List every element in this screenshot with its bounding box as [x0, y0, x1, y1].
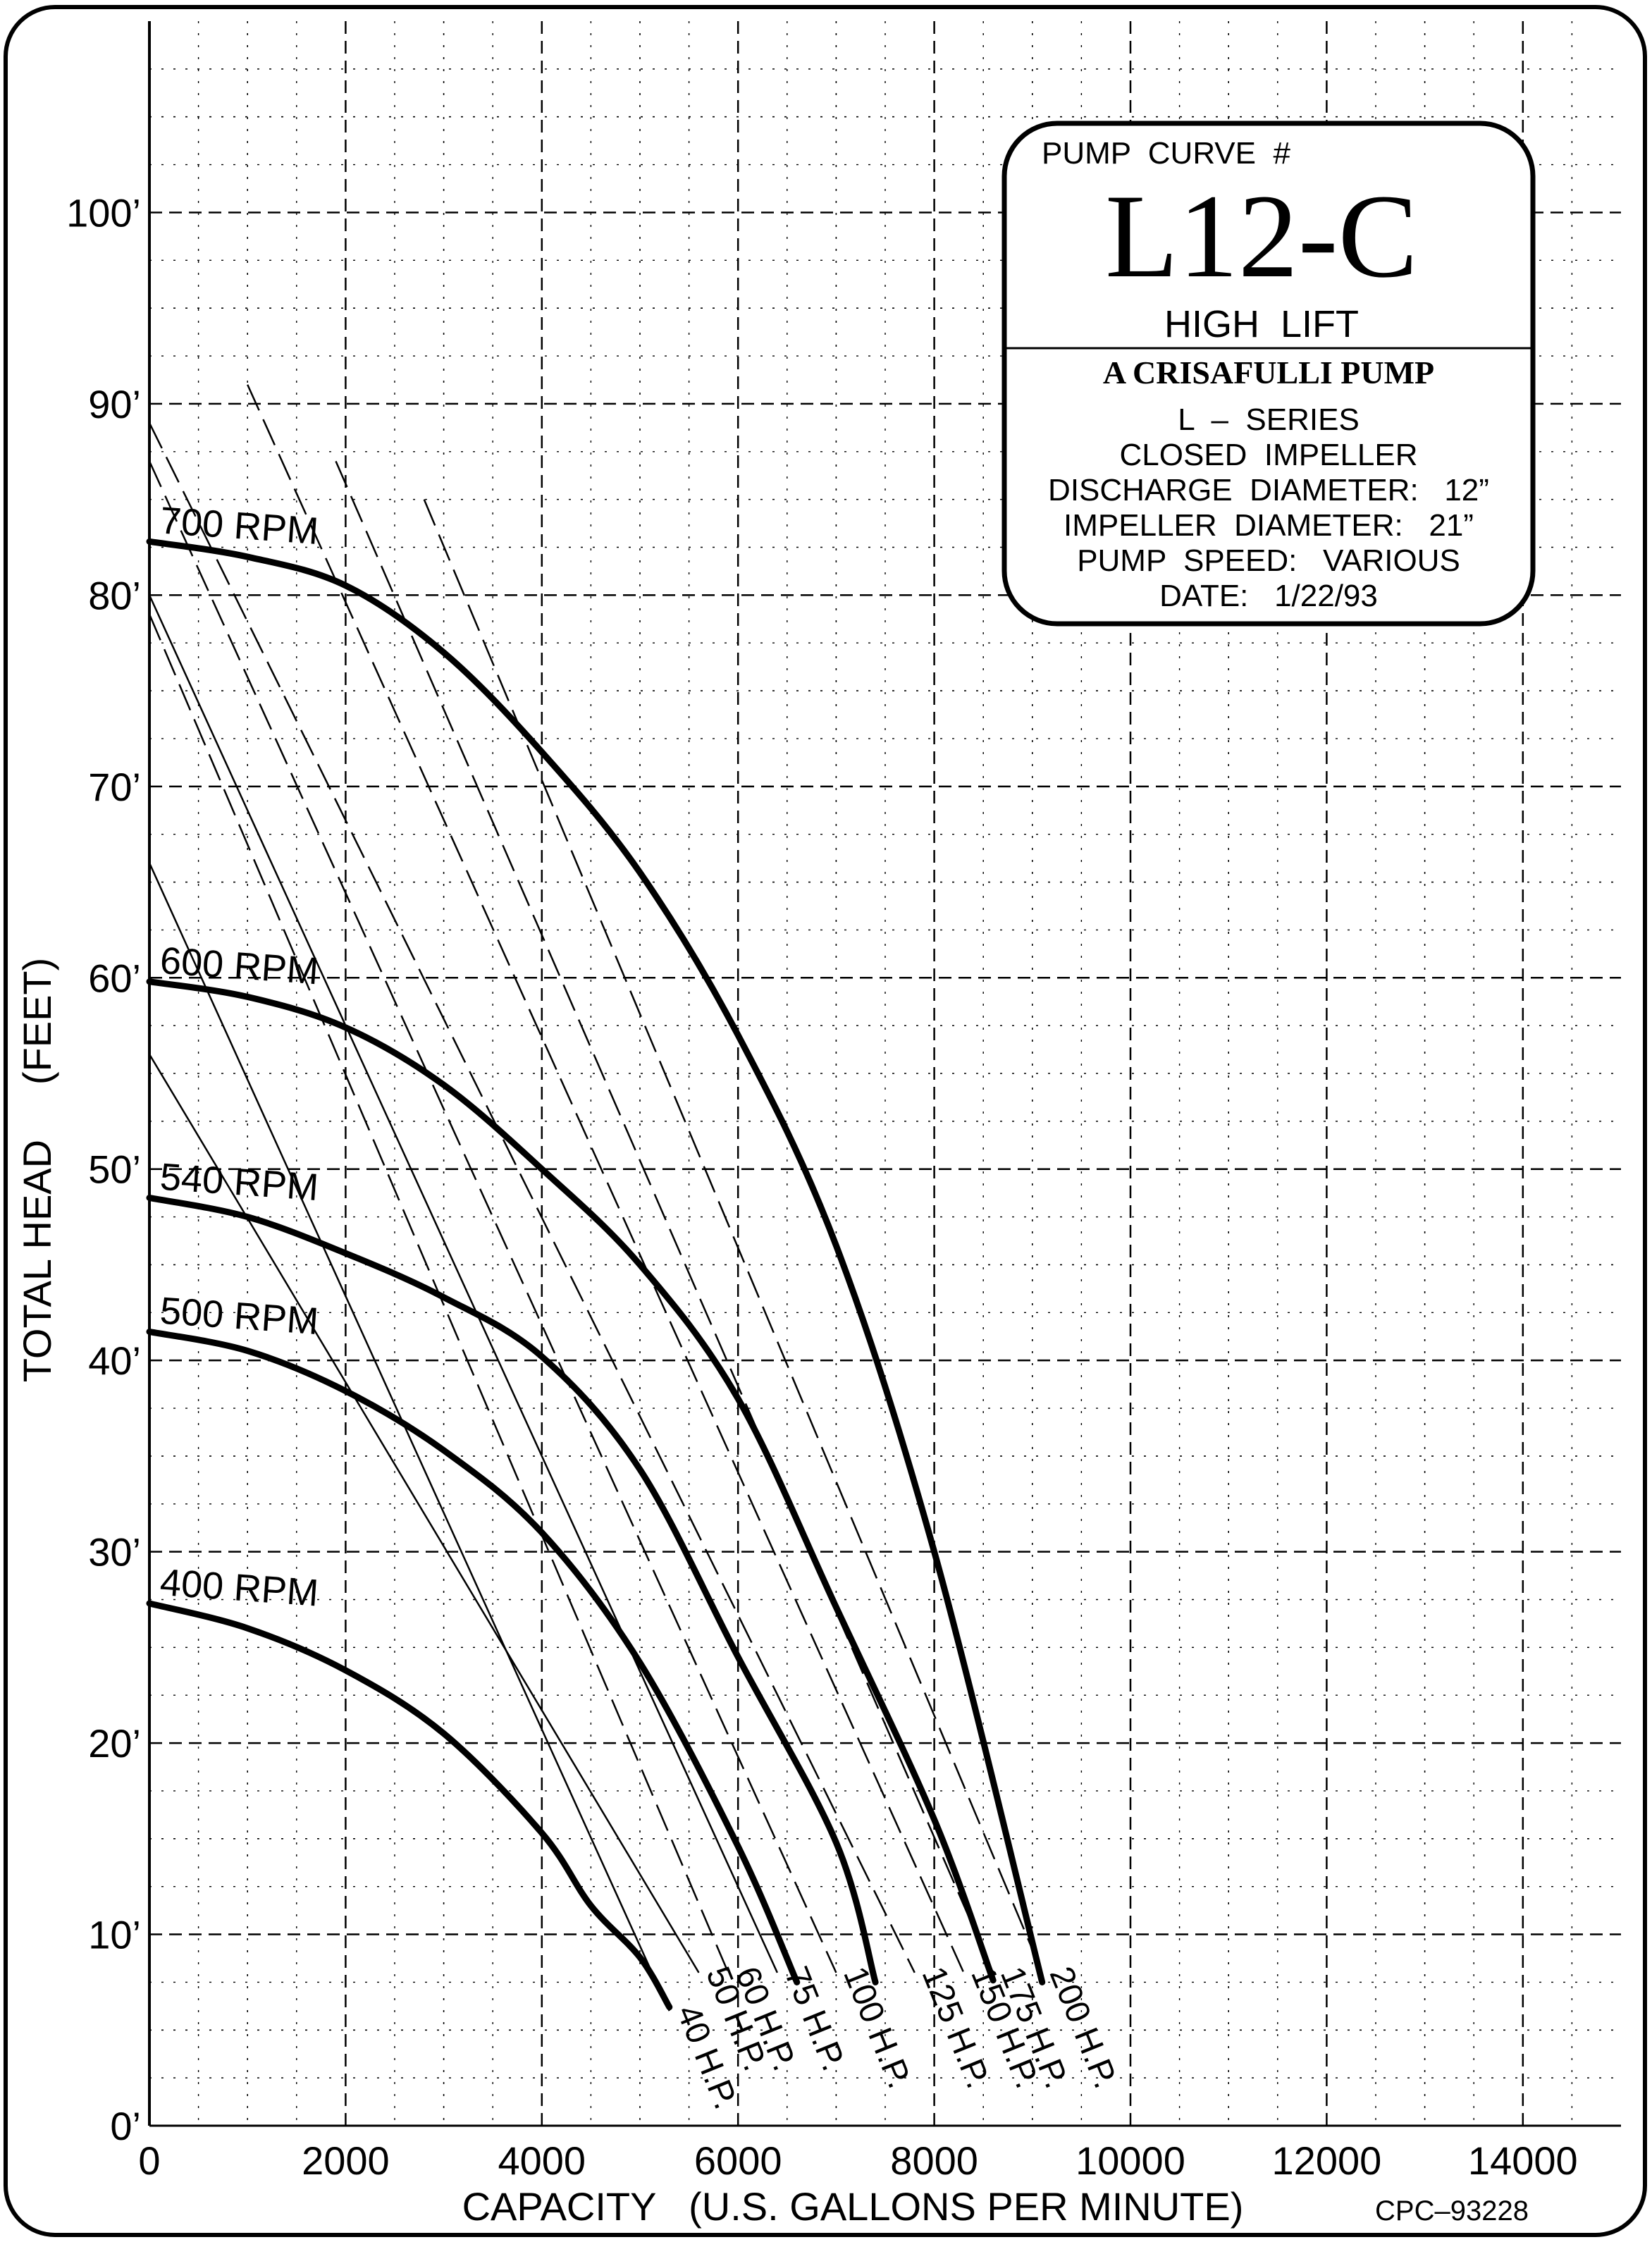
- y-tick-label: 30’: [88, 1530, 141, 1575]
- drawing-code: CPC–93228: [1375, 2195, 1529, 2226]
- axes: [148, 21, 1621, 2127]
- y-tick-label: 40’: [88, 1338, 141, 1383]
- y-tick-label: 100’: [66, 190, 141, 235]
- x-tick-label: 4000: [498, 2138, 586, 2183]
- y-tick-label: 0’: [110, 2104, 141, 2148]
- y-tick-label: 10’: [88, 1913, 141, 1957]
- y-tick-label: 90’: [88, 382, 141, 426]
- info-box-line: DATE: 1/22/93: [1159, 579, 1378, 613]
- hp-line: [148, 1054, 700, 1973]
- x-tick-label: 12000: [1272, 2138, 1382, 2183]
- info-box-line: IMPELLER DIAMETER: 21”: [1064, 508, 1474, 543]
- info-box-header: PUMP CURVE #: [1042, 136, 1290, 171]
- hp-line: [148, 422, 916, 1973]
- rpm-curve: [146, 978, 997, 1984]
- rpm-curve: [146, 1328, 801, 1985]
- info-box-line: PUMP SPEED: VARIOUS: [1077, 543, 1460, 578]
- x-tick-label: 0: [138, 2138, 160, 2183]
- y-tick-labels: 0’ 10’ 20’ 30’ 40’ 50’ 60’ 70’ 80’ 90’ 100’: [66, 190, 141, 2148]
- info-box-subtitle: HIGH LIFT: [1164, 303, 1359, 345]
- hp-line: [148, 460, 837, 1973]
- y-tick-label: 60’: [88, 956, 141, 1000]
- rpm-curve: [146, 538, 1046, 1985]
- hp-lines: 40 H.P.50 H.P.60 H.P.75 H.P.100 H.P.125 …: [148, 384, 1124, 2114]
- info-box: PUMP CURVE # L12-C HIGH LIFT A CRISAFULL…: [1001, 121, 1536, 627]
- hp-line: [335, 460, 994, 1973]
- y-tick-label: 20’: [88, 1721, 141, 1766]
- rpm-curve: [146, 1194, 879, 1985]
- page-border: [4, 5, 1647, 2237]
- x-tick-label: 6000: [694, 2138, 782, 2183]
- x-tick-label: 2000: [302, 2138, 390, 2183]
- info-box-frame: [1001, 121, 1536, 627]
- x-tick-label: 14000: [1468, 2138, 1578, 2183]
- x-tick-labels: 0 2000 4000 6000 8000 10000 12000 14000: [138, 2138, 1577, 2183]
- x-tick-label: 10000: [1075, 2138, 1185, 2183]
- hp-line: [247, 384, 965, 1973]
- y-tick-label: 50’: [88, 1147, 141, 1192]
- y-tick-label: 70’: [88, 765, 141, 809]
- y-tick-label: 80’: [88, 573, 141, 617]
- rpm-curve-label: 400 RPM: [159, 1561, 320, 1615]
- y-axis-title: TOTAL HEAD (FEET): [15, 958, 59, 1383]
- info-box-line: DISCHARGE DIAMETER: 12”: [1048, 473, 1489, 507]
- info-box-brand: A CRISAFULLI PUMP: [1103, 355, 1434, 390]
- rpm-curve: [146, 1600, 673, 2011]
- info-box-line: L – SERIES: [1178, 402, 1360, 437]
- info-box-model: L12-C: [1105, 170, 1418, 302]
- info-box-line: CLOSED IMPELLER: [1119, 438, 1417, 472]
- hp-line: [148, 594, 779, 1973]
- hp-line: [148, 862, 670, 2012]
- x-axis-title: CAPACITY (U.S. GALLONS PER MINUTE): [462, 2184, 1244, 2229]
- x-tick-label: 8000: [890, 2138, 978, 2183]
